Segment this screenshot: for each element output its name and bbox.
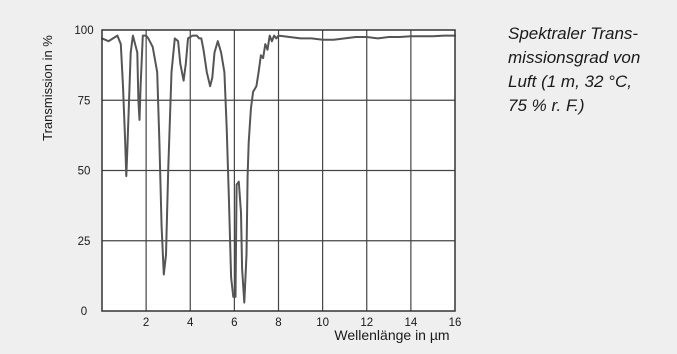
caption-line-4: 75 % r. F.) <box>508 96 585 115</box>
x-tick-label: 12 <box>360 317 373 329</box>
y-tick-label: 100 <box>74 25 93 37</box>
y-tick-label: 50 <box>78 166 91 178</box>
x-tick-label: 8 <box>275 317 281 329</box>
x-tick-label: 6 <box>231 317 237 329</box>
caption-line-3: Luft (1 m, 32 °C, <box>508 72 632 91</box>
series-group <box>101 34 456 304</box>
x-axis-label: Wellenlänge in µm <box>334 327 449 343</box>
caption-line-2: missionsgrad von <box>508 48 641 67</box>
y-tick-label: 0 <box>81 306 87 318</box>
x-tick-label: 2 <box>143 317 149 329</box>
y-tick-label: 75 <box>78 95 91 107</box>
x-tick-label: 10 <box>316 317 329 329</box>
plot-frame <box>101 29 456 312</box>
tick-labels: 2 4 6 8 10 12 14 16 0 25 50 75 100 <box>74 25 461 329</box>
x-tick-label: 16 <box>449 317 462 329</box>
figure-caption: Spektraler Trans- missionsgrad von Luft … <box>508 22 668 118</box>
y-tick-label: 25 <box>78 236 91 248</box>
x-tick-label: 4 <box>187 317 194 329</box>
series-line-0 <box>101 34 456 304</box>
caption-line-1: Spektraler Trans- <box>508 24 639 43</box>
x-tick-label: 14 <box>404 317 417 329</box>
y-axis-label: Transmission in % <box>40 35 55 141</box>
